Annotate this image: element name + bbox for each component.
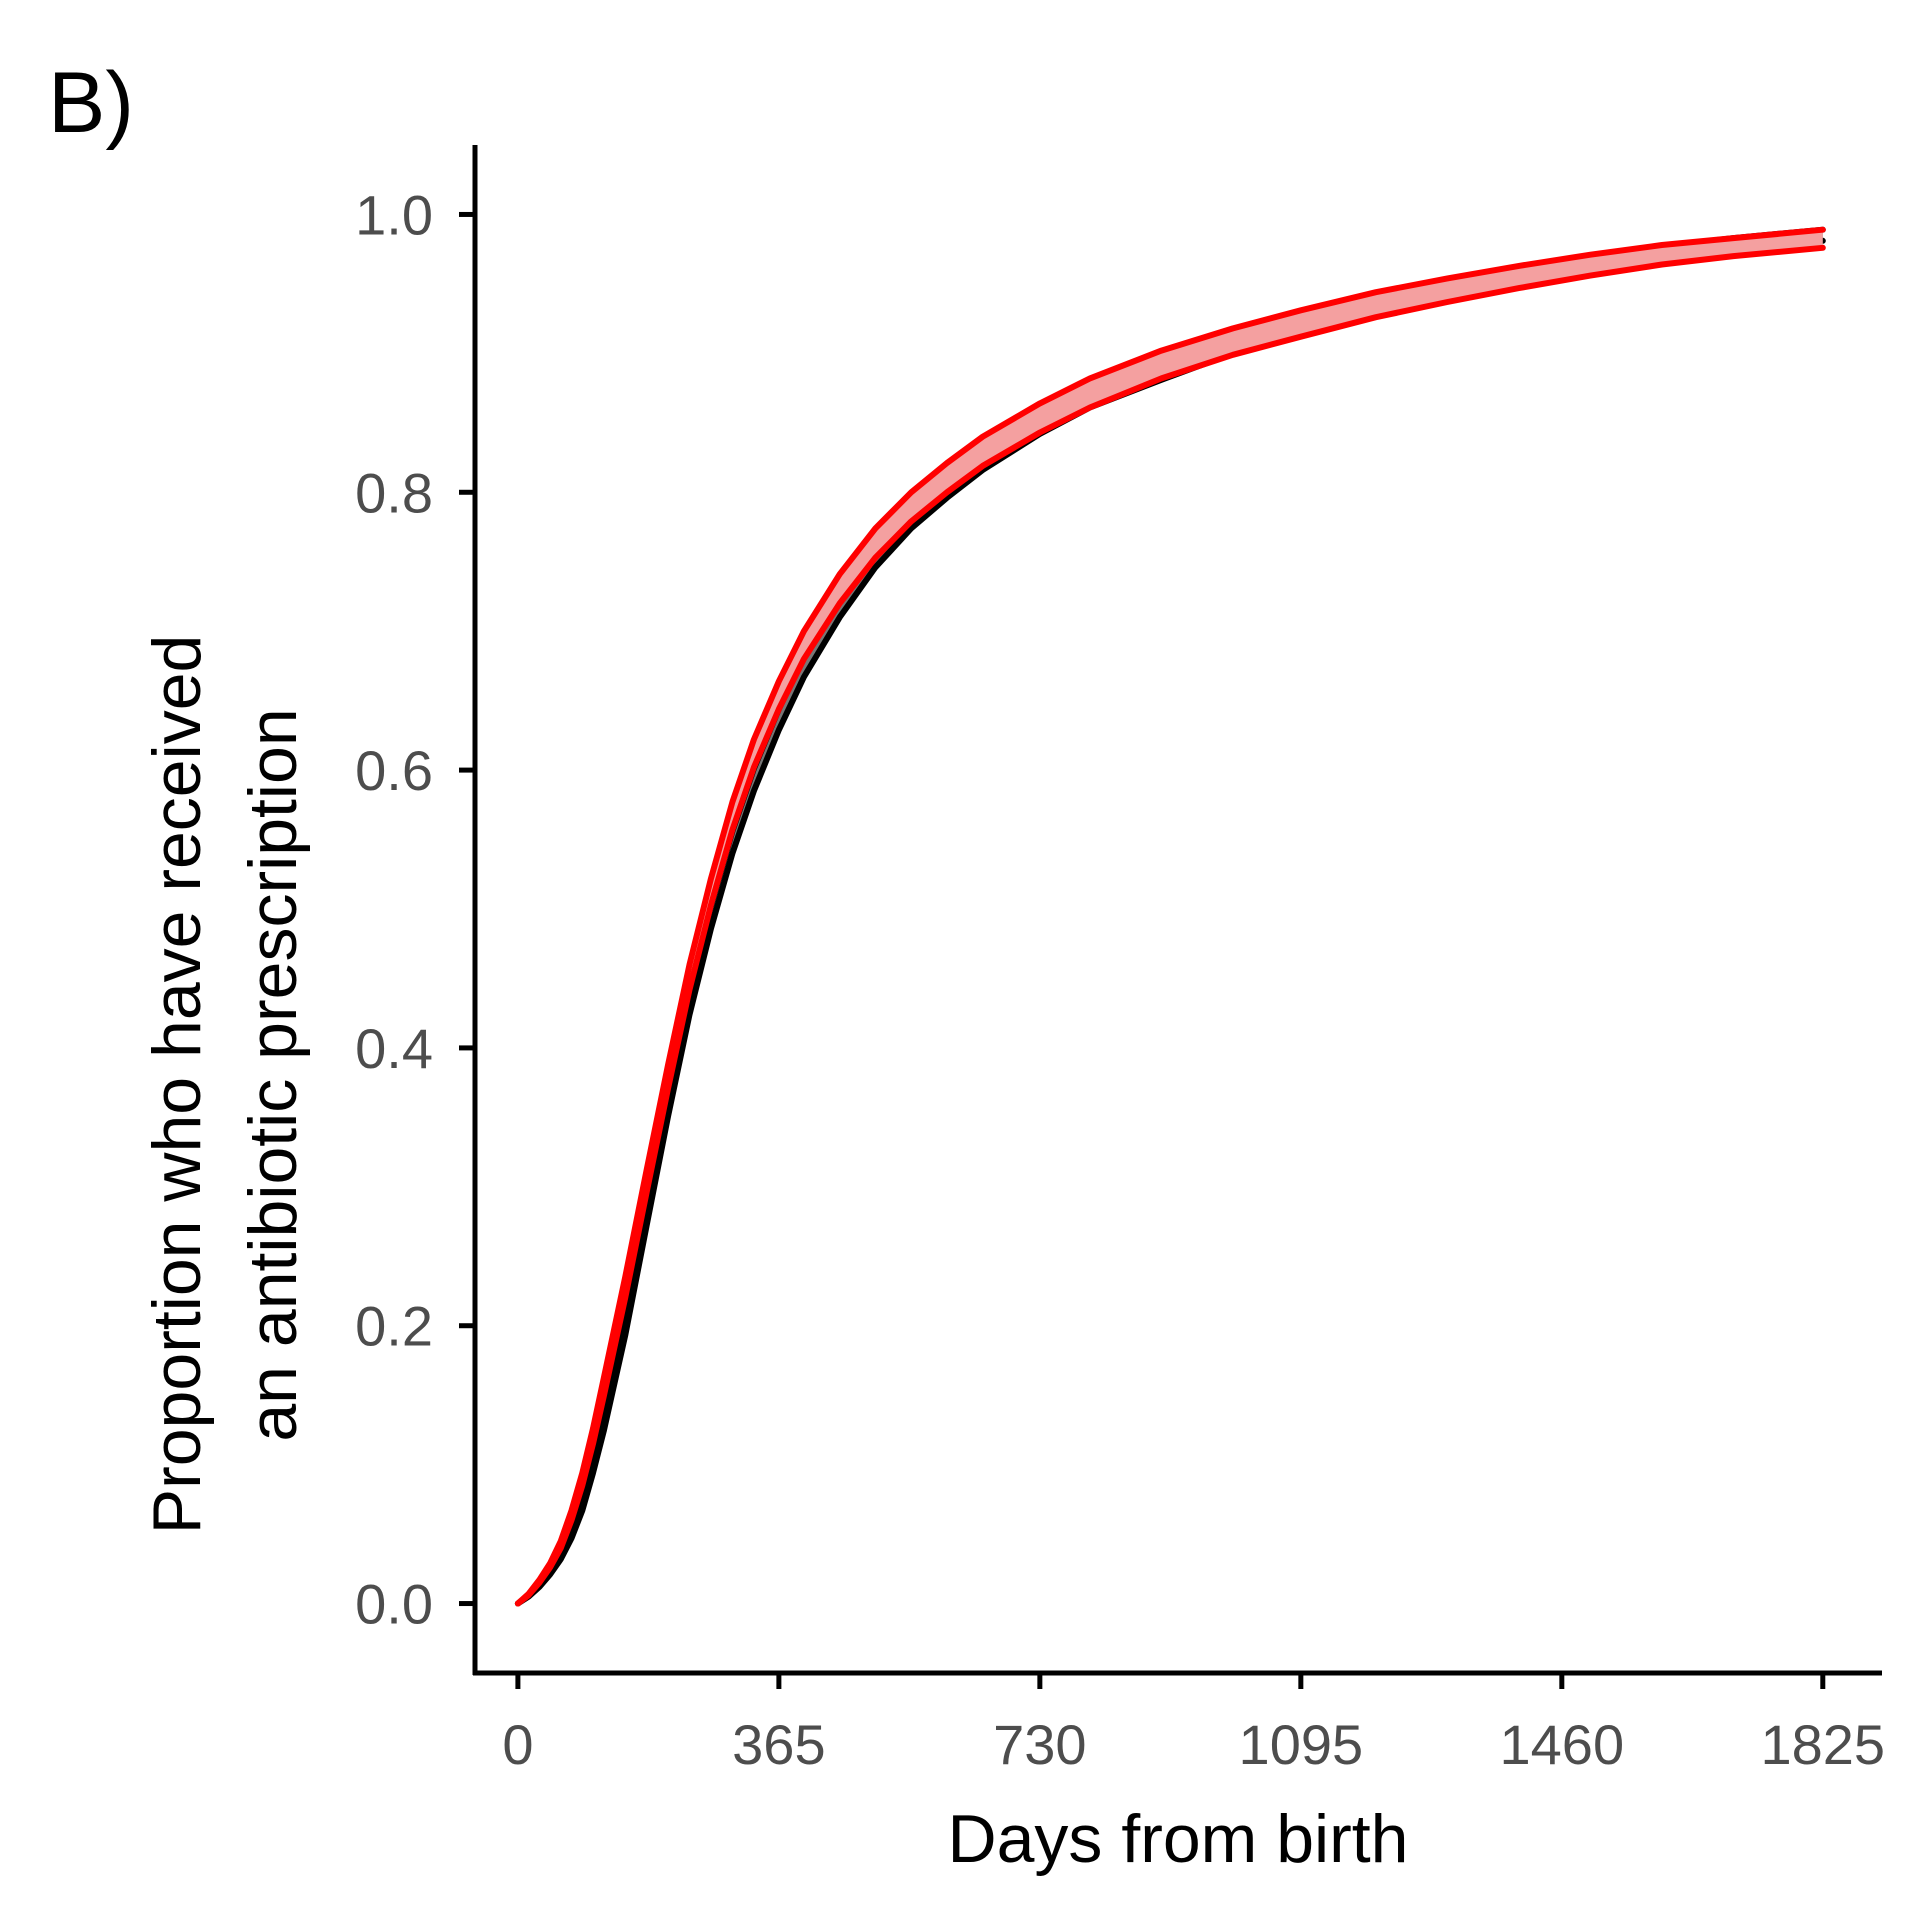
- panel-label: B): [48, 55, 134, 151]
- x-axis-ticks: 0 365 730 1095 1460 1825: [502, 1673, 1885, 1776]
- x-tick-label: 365: [732, 1713, 825, 1776]
- plot-area: [514, 226, 1826, 1607]
- x-tick-label: 1825: [1761, 1713, 1886, 1776]
- y-axis-title-line-1: Proportion who have received: [139, 635, 215, 1535]
- y-axis-title-line-2: an antibiotic prescription: [235, 708, 311, 1441]
- y-tick-label: 0.0: [355, 1573, 433, 1636]
- x-tick-label: 1460: [1500, 1713, 1625, 1776]
- x-axis-title: Days from birth: [948, 1801, 1409, 1877]
- series-1-lower-line: [514, 237, 1826, 1607]
- y-tick-label: 0.4: [355, 1017, 433, 1080]
- y-axis-ticks: 0.0 0.2 0.4 0.6 0.8 1.0: [355, 183, 475, 1636]
- x-tick-label: 730: [993, 1713, 1086, 1776]
- x-tick-label: 0: [502, 1713, 533, 1776]
- series-2-lower-line: [514, 244, 1826, 1607]
- y-axis-title: Proportion who have received an antibiot…: [139, 616, 311, 1535]
- y-tick-label: 0.6: [355, 739, 433, 802]
- y-tick-label: 0.2: [355, 1295, 433, 1358]
- y-tick-label: 1.0: [355, 183, 433, 246]
- series-2-upper-line: [514, 226, 1826, 1607]
- x-tick-label: 1095: [1239, 1713, 1364, 1776]
- y-tick-label: 0.8: [355, 461, 433, 524]
